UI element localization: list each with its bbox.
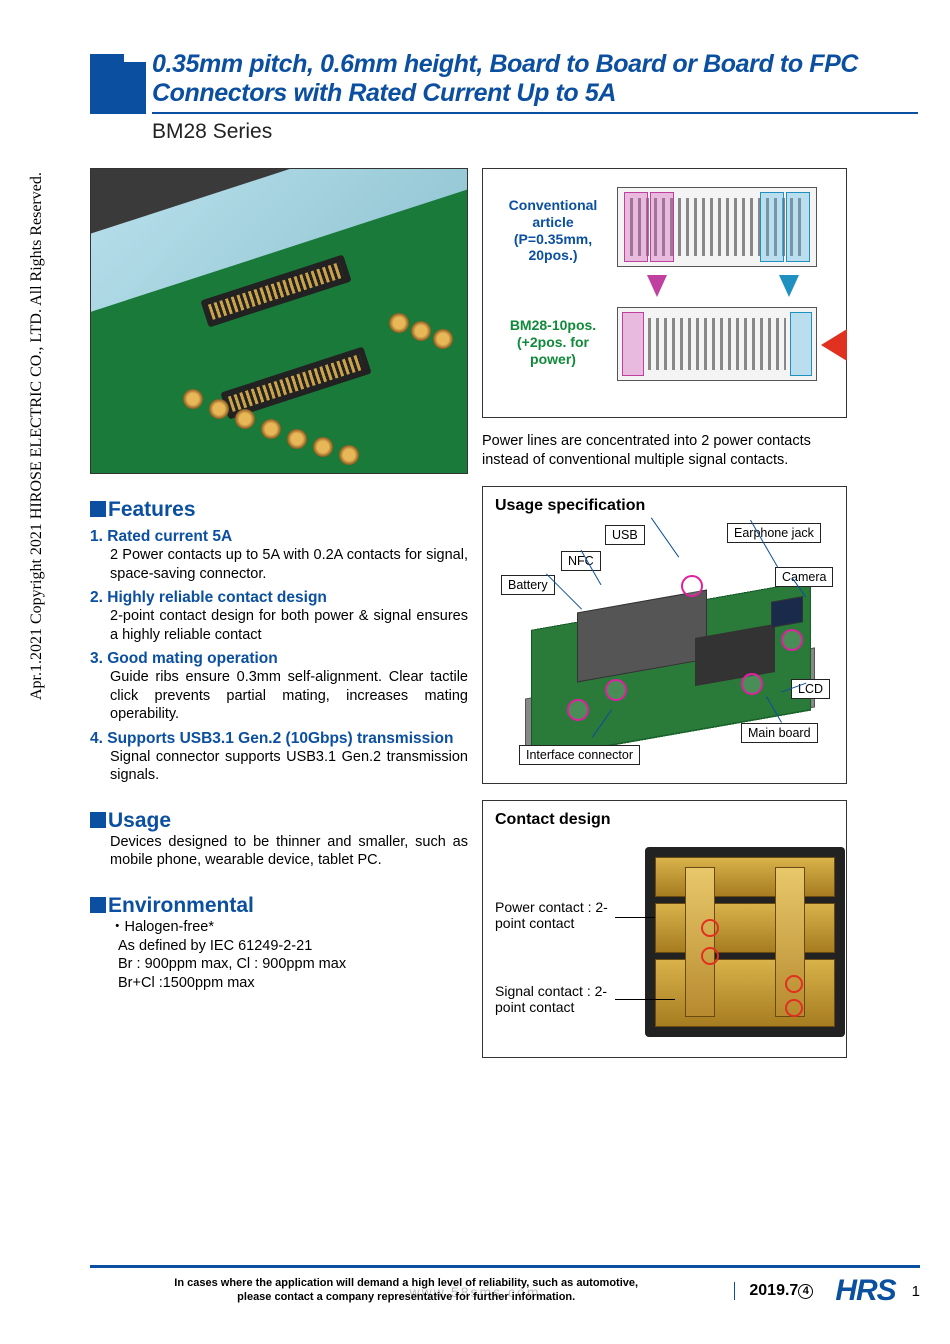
- contact-design-box: Contact design Power contact : 2-point c…: [482, 800, 847, 1058]
- feature-title: Rated current 5A: [107, 528, 232, 545]
- camera-label: Camera: [775, 567, 833, 587]
- environmental-heading: Environmental: [108, 894, 254, 917]
- usage-desc: Devices designed to be thinner and small…: [110, 833, 468, 870]
- page-title: 0.35mm pitch, 0.6mm height, Board to Boa…: [152, 50, 918, 114]
- feature-item: 4. Supports USB3.1 Gen.2 (10Gbps) transm…: [90, 730, 468, 785]
- nfc-label: NFC: [561, 551, 601, 571]
- contact-design-title: Contact design: [495, 811, 834, 829]
- feature-title: Supports USB3.1 Gen.2 (10Gbps) transmiss…: [107, 730, 453, 747]
- page-subtitle: BM28 Series: [152, 120, 918, 144]
- square-bullet-icon: [90, 812, 106, 828]
- features-section: Features 1. Rated current 5A 2 Power con…: [90, 498, 468, 785]
- page-number: 1: [912, 1283, 920, 1300]
- environmental-section: Environmental ・Halogen-free* As defined …: [90, 894, 468, 992]
- square-bullet-icon: [90, 501, 106, 517]
- mainboard-label: Main board: [741, 723, 818, 743]
- conventional-label: Conventional article (P=0.35mm, 20pos.): [495, 197, 611, 264]
- usb-label: USB: [605, 525, 645, 545]
- earphone-label: Earphone jack: [727, 523, 821, 543]
- feature-desc: Signal connector supports USB3.1 Gen.2 t…: [110, 748, 468, 785]
- usage-spec-title: Usage specification: [495, 497, 834, 515]
- header-block-icon: [90, 62, 146, 114]
- feature-item: 1. Rated current 5A 2 Power contacts up …: [90, 528, 468, 583]
- usage-heading: Usage: [108, 809, 171, 832]
- feature-desc: Guide ribs ensure 0.3mm self-alignment. …: [110, 668, 468, 724]
- env-line: As defined by IEC 61249-2-21: [118, 937, 468, 956]
- battery-label: Battery: [501, 575, 555, 595]
- hrs-logo: HRS: [835, 1274, 895, 1308]
- feature-num: 2: [90, 589, 99, 606]
- signal-contact-label: Signal contact : 2-point contact: [495, 983, 625, 1017]
- revision-badge: 4: [798, 1284, 813, 1299]
- diagram1-caption: Power lines are concentrated into 2 powe…: [482, 432, 847, 470]
- usage-spec-box: Usage specification USB Earphone jack NF…: [482, 486, 847, 784]
- lcd-label: LCD: [791, 679, 830, 699]
- red-arrow-icon: [821, 329, 847, 361]
- features-heading: Features: [108, 498, 196, 521]
- footer-note: In cases where the application will dema…: [90, 1277, 722, 1305]
- product-photo: [90, 168, 468, 474]
- feature-num: 3: [90, 650, 99, 667]
- feature-desc: 2-point contact design for both power & …: [110, 607, 468, 644]
- copyright-text: Apr.1.2021 Copyright 2021 HIROSE ELECTRI…: [28, 172, 46, 700]
- env-bullet: ・Halogen-free*: [110, 918, 468, 937]
- interface-label: Interface connector: [519, 745, 640, 765]
- feature-title: Good mating operation: [107, 650, 278, 667]
- bm28-label: BM28-10pos. (+2pos. for power): [495, 317, 611, 367]
- comparison-diagram-box: Conventional article (P=0.35mm, 20pos.) …: [482, 168, 847, 418]
- power-contact-label: Power contact : 2-point contact: [495, 899, 625, 933]
- page-header: 0.35mm pitch, 0.6mm height, Board to Boa…: [90, 50, 918, 144]
- page-footer: In cases where the application will dema…: [90, 1265, 920, 1308]
- feature-title: Highly reliable contact design: [107, 589, 327, 606]
- square-bullet-icon: [90, 897, 106, 913]
- usage-section: Usage Devices designed to be thinner and…: [90, 809, 468, 870]
- env-line: Br : 900ppm max, Cl : 900ppm max: [118, 955, 468, 974]
- feature-num: 1: [90, 528, 99, 545]
- env-line: Br+Cl :1500ppm max: [118, 974, 468, 993]
- feature-item: 3. Good mating operation Guide ribs ensu…: [90, 650, 468, 724]
- feature-desc: 2 Power contacts up to 5A with 0.2A cont…: [110, 546, 468, 583]
- feature-item: 2. Highly reliable contact design 2-poin…: [90, 589, 468, 644]
- feature-num: 4: [90, 730, 99, 747]
- footer-date: 2019.74: [734, 1282, 813, 1300]
